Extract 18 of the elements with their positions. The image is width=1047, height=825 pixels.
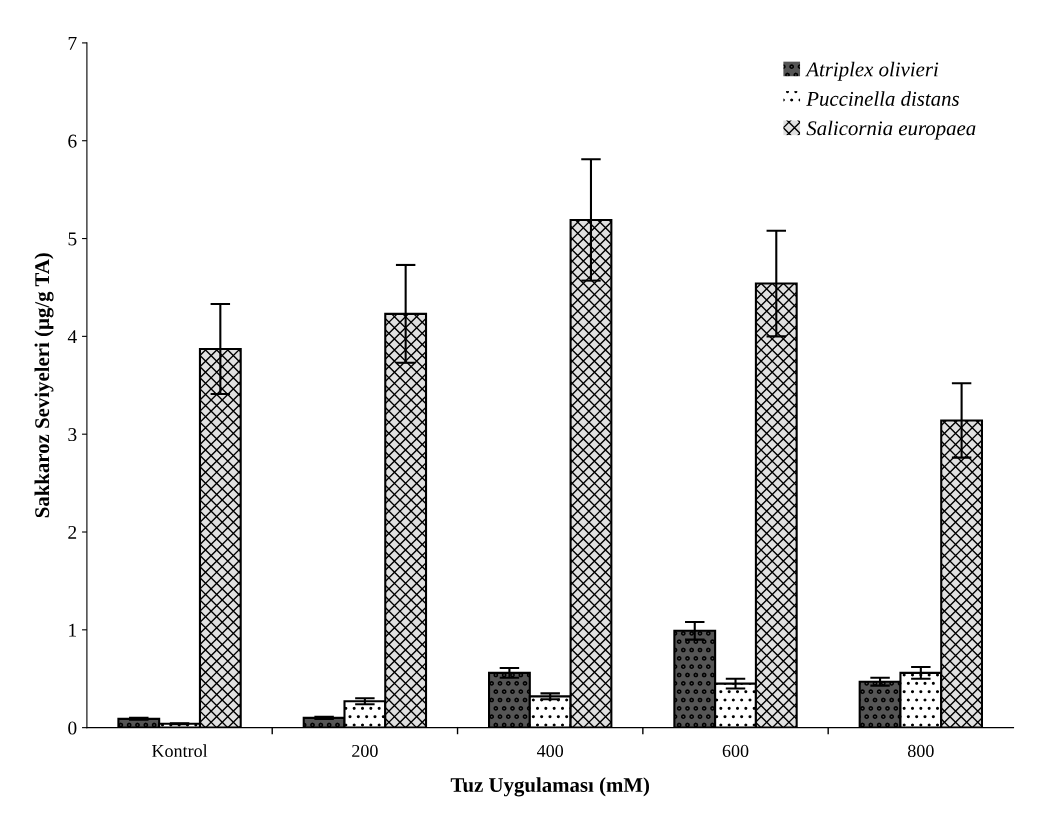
x-axis-title: Tuz Uygulaması (mM) [450,777,650,797]
x-tick-label: 800 [907,744,934,758]
legend-label: Atriplex olivieri [805,61,939,81]
y-tick-label: 0 [68,721,77,735]
y-tick-label: 2 [68,525,77,539]
x-tick-label: 600 [722,744,749,758]
y-axis-title: Sakkaroz Seviyeleri (µg/g TA) [34,253,54,518]
legend-label: Puccinella distans [806,91,959,106]
x-tick-label: 400 [537,744,564,758]
y-tick-label: 5 [68,232,77,246]
x-tick-label: Kontrol [152,744,208,758]
y-tick-label: 1 [69,623,77,637]
y-tick-label: 3 [68,428,77,442]
y-tick-label: 7 [68,36,77,50]
y-tick-label: 4 [67,330,77,344]
y-tick-label: 6 [68,134,77,148]
x-tick-label: 200 [352,744,378,758]
legend-label: Salicornia europaea [806,120,976,140]
